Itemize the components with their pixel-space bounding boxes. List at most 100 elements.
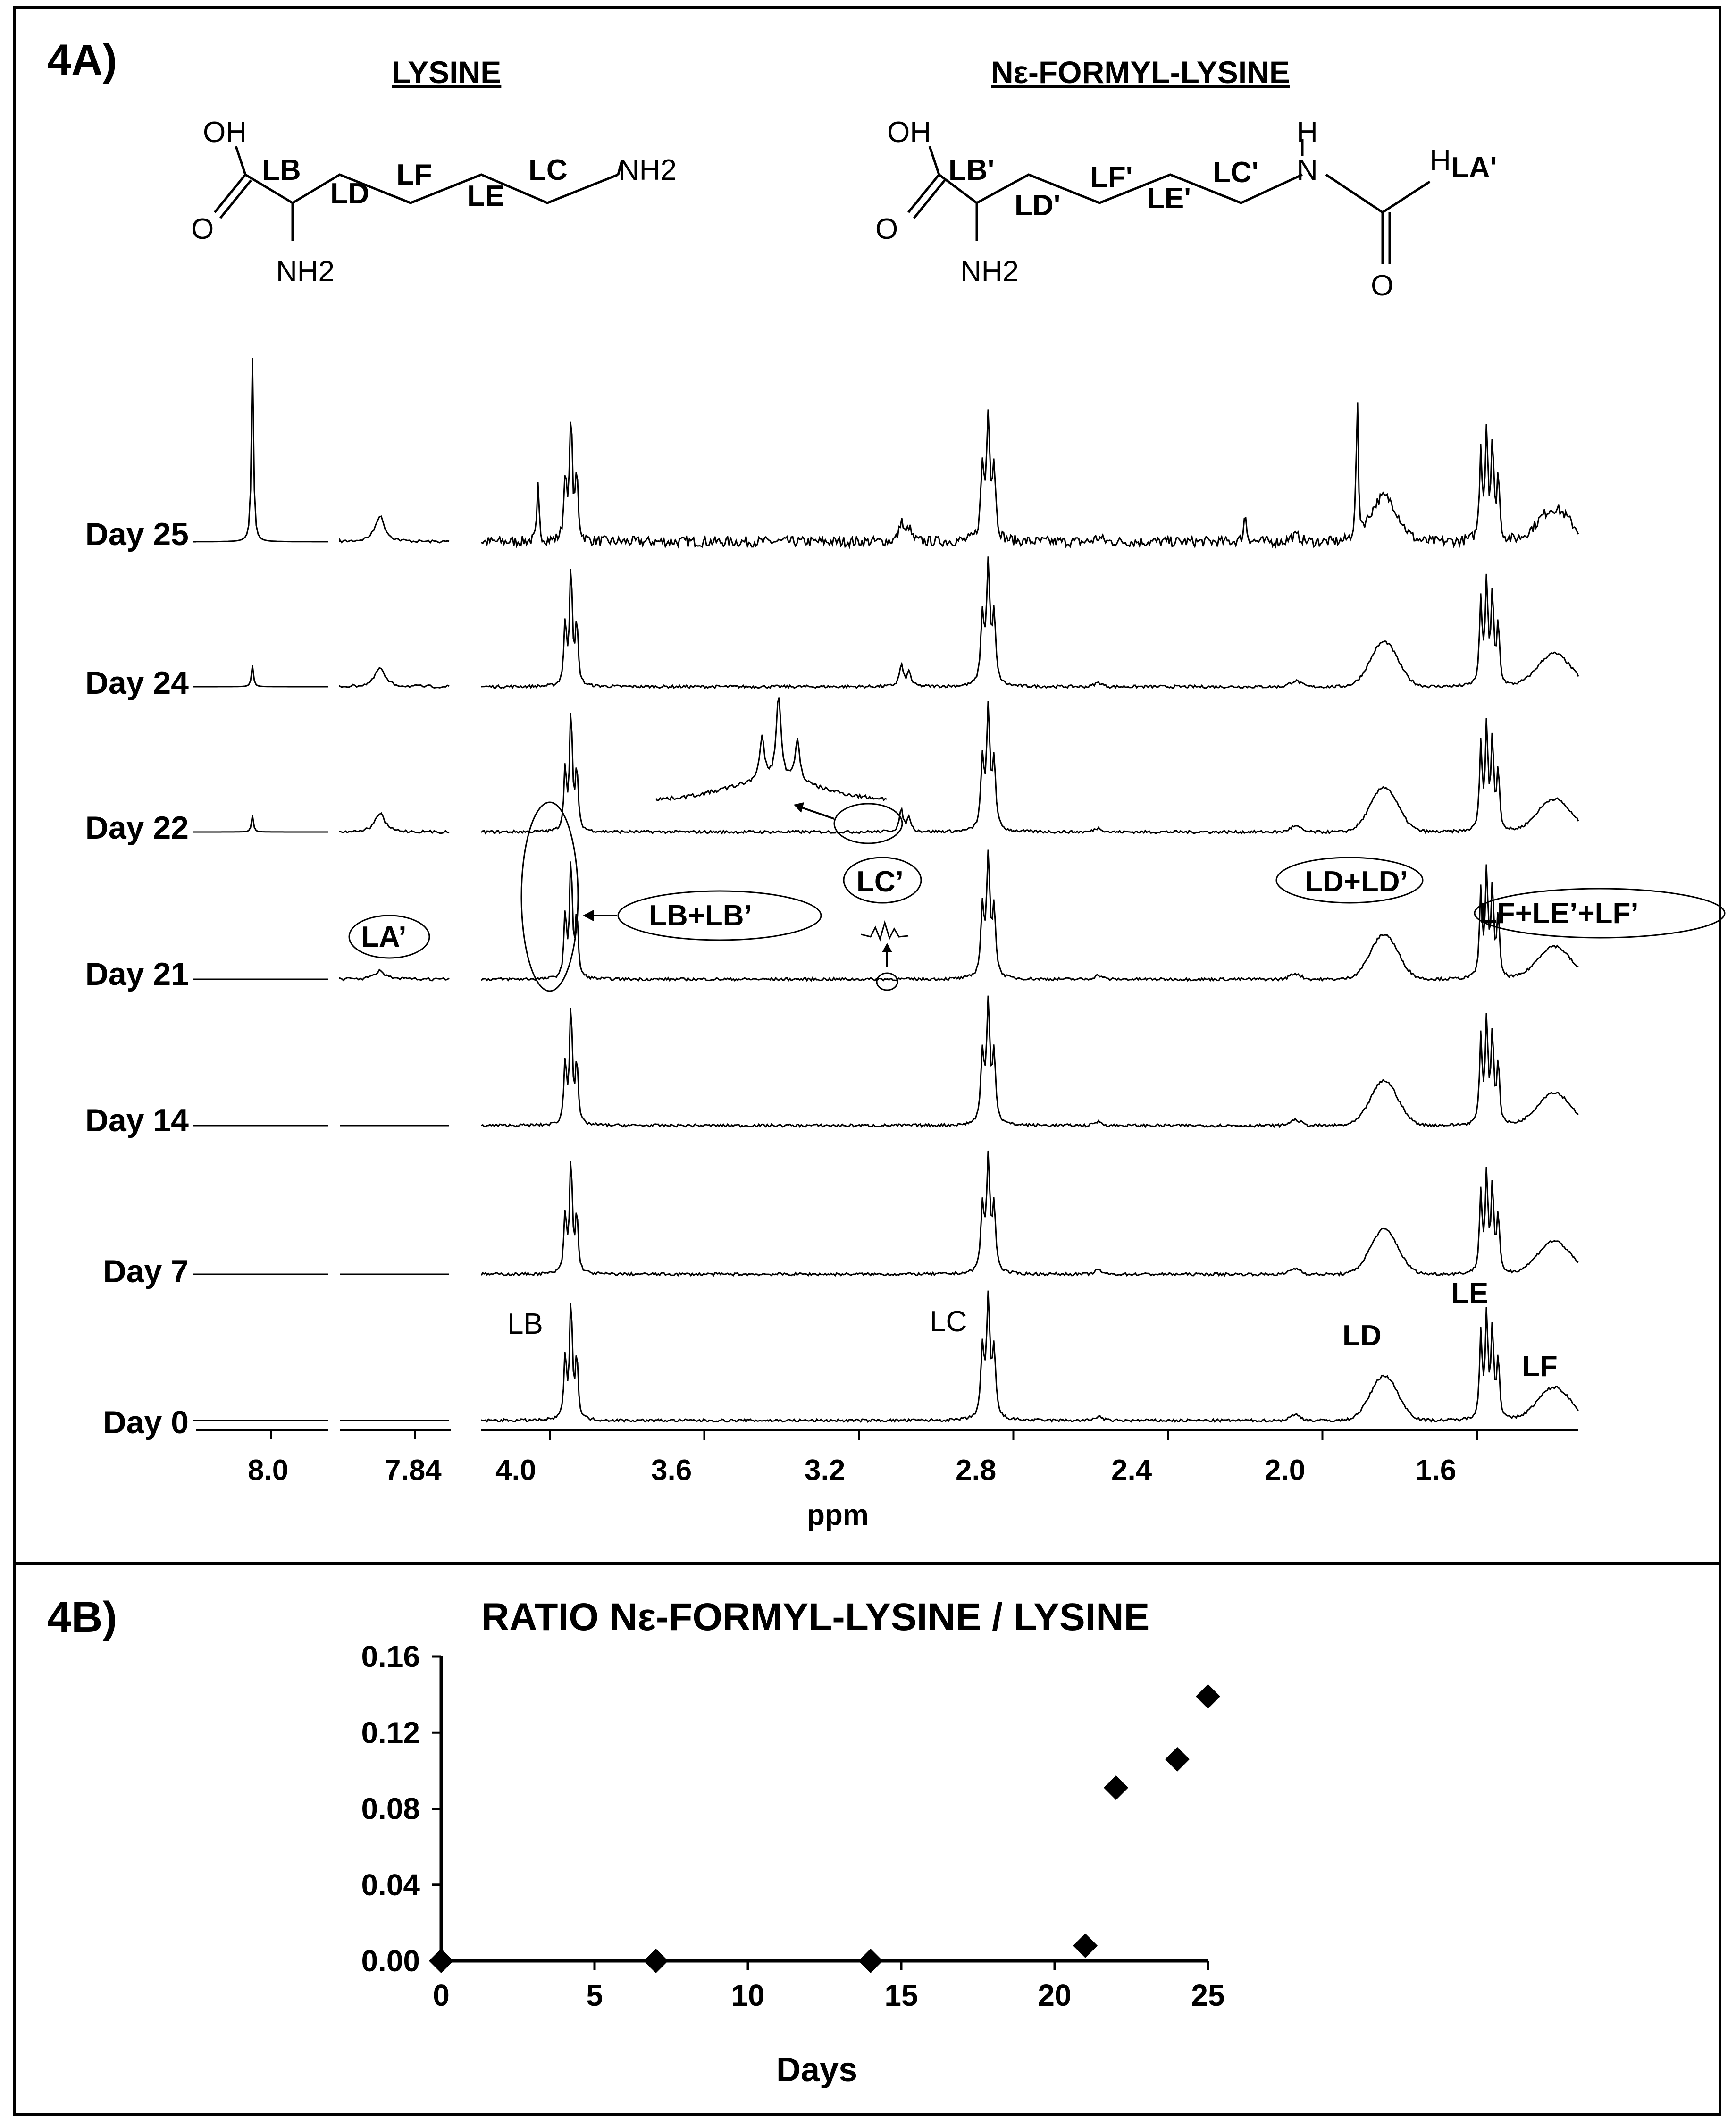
data-point <box>1196 1684 1220 1709</box>
x-tick-label: 0 <box>433 1978 450 2012</box>
xtick-2.8: 2.8 <box>956 1454 997 1487</box>
day-label: Day 7 <box>103 1253 189 1289</box>
peak-label-ld: LD <box>1342 1320 1382 1352</box>
formyl-lc: LC' <box>1213 156 1259 189</box>
peak-label-lf: LF <box>1522 1350 1558 1383</box>
formyl-oh: OH <box>887 116 931 149</box>
data-point <box>1165 1747 1190 1772</box>
annotation-lf-le-lf-prime: LF+LE’+LF’ <box>1479 897 1639 930</box>
data-point <box>1104 1775 1128 1800</box>
annotation-la-prime: LA’ <box>361 921 407 953</box>
lysine-nh2-eps: NH2 <box>618 154 677 186</box>
arrowhead-lb <box>583 910 594 921</box>
day-label: Day 14 <box>85 1102 189 1138</box>
multiplet-icon <box>861 920 909 942</box>
figure-frame <box>13 6 1721 2116</box>
y-tick-label: 0.00 <box>361 1944 420 1978</box>
ellipse-la-prime <box>348 915 430 959</box>
lysine-ld: LD <box>330 177 369 210</box>
lysine-lb: LB <box>262 154 301 186</box>
formyl-lysine-title: Nε-FORMYL-LYSINE <box>991 55 1290 90</box>
annotation-lc-prime: LC’ <box>856 866 904 898</box>
formyl-o: O <box>875 213 898 245</box>
spectrum-segment-7ppm <box>339 968 450 982</box>
y-tick-label: 0.04 <box>361 1868 420 1902</box>
spectrum-segment-8ppm <box>196 815 328 833</box>
inset-multiplet <box>655 697 887 802</box>
y-tick-label: 0.08 <box>361 1792 420 1826</box>
spectrum-segment-main <box>481 995 1579 1128</box>
arrow-inset <box>797 805 835 820</box>
lysine-o: O <box>191 213 214 245</box>
formyl-nh2: NH2 <box>960 255 1019 288</box>
xtick-2.0: 2.0 <box>1265 1454 1306 1487</box>
spectrum-trace <box>193 357 1579 549</box>
formyl-n: N <box>1297 154 1318 186</box>
day-label: Day 21 <box>85 956 189 992</box>
xtick-7.84: 7.84 <box>385 1454 442 1487</box>
lysine-lc: LC <box>528 154 568 186</box>
spectrum-segment-7ppm <box>339 667 450 689</box>
spectrum-trace <box>193 1150 1579 1277</box>
x-tick-label: 5 <box>586 1978 603 2012</box>
lysine-nh2-alpha: NH2 <box>276 255 335 288</box>
chart-xlabel: Days <box>776 2051 858 2089</box>
spectrum-segment-main <box>481 1290 1579 1423</box>
ellipse-lf-le-lf-prime <box>1474 888 1726 939</box>
peak-label-lc: LC <box>930 1305 967 1338</box>
spectrum-segment-main <box>480 701 1579 835</box>
spectrum-trace <box>193 701 1579 835</box>
formyl-le: LE' <box>1147 182 1191 215</box>
x-tick-label: 10 <box>731 1978 764 2012</box>
data-point <box>429 1949 453 1973</box>
xtick-3.6: 3.6 <box>651 1454 692 1487</box>
xtick-2.4: 2.4 <box>1111 1454 1152 1487</box>
x-tick-label: 25 <box>1191 1978 1224 2012</box>
annotation-lb-lb-prime: LB+LB’ <box>649 900 752 932</box>
spectrum-segment-main <box>481 556 1579 689</box>
day-label: Day 24 <box>85 665 189 701</box>
arrowhead-inset <box>794 802 804 813</box>
formyl-lb: LB' <box>948 154 995 186</box>
x-tick-label: 20 <box>1038 1978 1071 2012</box>
xtick-8.0: 8.0 <box>248 1454 289 1487</box>
spectrum-segment-8ppm <box>195 357 328 543</box>
spectrum-trace <box>193 849 1579 982</box>
spectrum-segment-main <box>481 402 1579 549</box>
ellipse-ld-ld-prime <box>1275 857 1424 904</box>
formyl-carbonyl-o: O <box>1371 269 1394 302</box>
xtick-4.0: 4.0 <box>495 1454 537 1487</box>
spectrum-trace <box>193 995 1579 1128</box>
data-point <box>858 1949 883 1973</box>
formyl-nh-h: H <box>1297 116 1318 149</box>
formyl-h: H <box>1430 144 1451 177</box>
lysine-lf: LF <box>396 159 432 191</box>
lysine-le: LE <box>467 180 505 212</box>
spectrum-trace <box>193 1290 1579 1423</box>
lysine-title: LYSINE <box>392 55 502 90</box>
xtick-3.2: 3.2 <box>805 1454 846 1487</box>
annotation-ld-ld-prime: LD+LD’ <box>1305 866 1408 898</box>
panel-b-label: 4B) <box>47 1593 117 1641</box>
x-tick-label: 15 <box>884 1978 918 2012</box>
arrowhead-lc-prime <box>882 943 892 952</box>
peak-label-lb: LB <box>507 1308 543 1340</box>
ellipse-lb-lb-prime <box>617 890 822 941</box>
data-point <box>1073 1933 1098 1958</box>
formyl-lf: LF' <box>1090 161 1133 193</box>
chart-title: RATIO Nε-FORMYL-LYSINE / LYSINE <box>481 1596 1150 1639</box>
ellipse-lc-prime <box>843 857 922 904</box>
spectrum-segment-main <box>480 1150 1579 1277</box>
spectrum-segment-8ppm <box>196 665 328 688</box>
spectrum-segment-main <box>480 849 1579 982</box>
lysine-oh: OH <box>203 116 247 149</box>
day-label: Day 0 <box>103 1404 189 1440</box>
y-tick-label: 0.12 <box>361 1715 420 1749</box>
ellipse-lb <box>520 801 579 992</box>
formyl-ld: LD' <box>1015 189 1061 222</box>
xaxis-label-ppm: ppm <box>807 1499 869 1531</box>
spectrum-segment-7ppm <box>339 515 450 544</box>
